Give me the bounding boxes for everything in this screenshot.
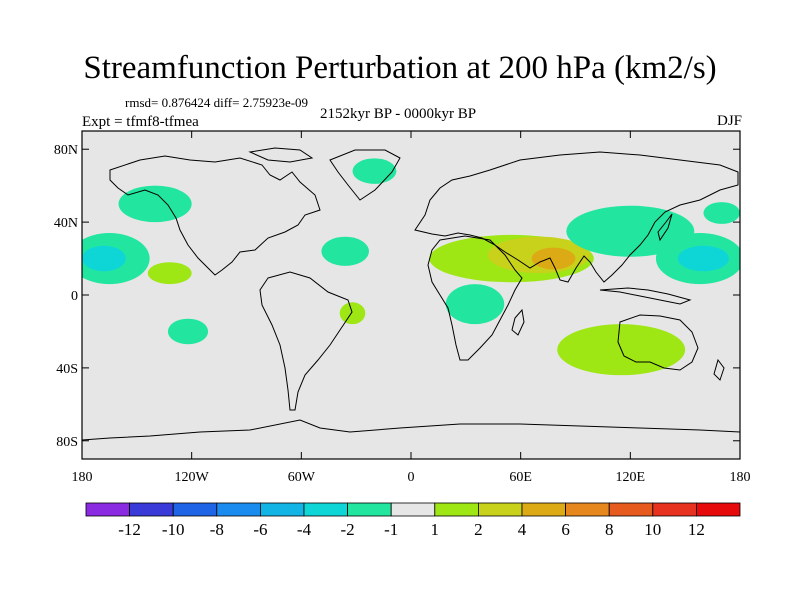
coastline-north-america bbox=[109, 155, 321, 276]
colorbar-swatch bbox=[85, 502, 130, 517]
map-background bbox=[82, 131, 740, 459]
colorbar-swatch bbox=[216, 502, 261, 517]
anomaly-central-pacific-west-core bbox=[82, 245, 126, 272]
colorbar-label: -1 bbox=[384, 520, 398, 539]
season-label: DJF bbox=[716, 113, 742, 129]
colorbar: -12 -10 -8 -6 -4 -2 -1 1 2 4 6 8 10 12 bbox=[85, 502, 741, 539]
anomaly-north-pacific-dateline bbox=[703, 202, 740, 224]
lon-tick-label: 180 bbox=[730, 470, 751, 485]
coastline-japan bbox=[657, 213, 673, 242]
coastline-arctic-islands bbox=[248, 147, 314, 163]
colorbar-swatch bbox=[521, 502, 566, 517]
axis-ticks: 80N 40N 0 40S 80S 180 120W 60W 0 60E 120E 180 bbox=[54, 131, 751, 485]
colorbar-swatch bbox=[172, 502, 218, 517]
lat-tick-label: 0 bbox=[71, 289, 78, 304]
anomaly-north-pacific bbox=[118, 185, 192, 223]
lat-tick-label: 40N bbox=[54, 216, 78, 231]
colorbar-swatch bbox=[434, 502, 479, 517]
anomaly-south-atlantic bbox=[339, 302, 366, 325]
colorbar-label: -12 bbox=[118, 520, 141, 539]
colorbar-label: -8 bbox=[210, 520, 224, 539]
anomaly-india-core bbox=[531, 247, 576, 270]
coastline-south-america bbox=[259, 271, 353, 411]
colorbar-swatch bbox=[565, 502, 610, 517]
lon-tick-label: 60E bbox=[509, 470, 532, 485]
colorbar-swatch bbox=[390, 502, 436, 517]
anomaly-eurasia-north-pacific bbox=[566, 205, 695, 257]
colorbar-label: 2 bbox=[474, 520, 483, 539]
coastline-greenland bbox=[329, 149, 401, 201]
colorbar-swatch bbox=[696, 502, 741, 517]
lon-tick-label: 180 bbox=[72, 470, 93, 485]
lat-tick-label: 80S bbox=[56, 435, 78, 450]
colorbar-label: -10 bbox=[162, 520, 185, 539]
colorbar-label: 1 bbox=[431, 520, 440, 539]
coastline-eurasia bbox=[414, 151, 739, 283]
chart-title: Streamfunction Perturbation at 200 hPa (… bbox=[83, 50, 717, 86]
colorbar-swatch bbox=[652, 502, 697, 517]
colorbar-label: -6 bbox=[253, 520, 267, 539]
colorbar-swatch bbox=[608, 502, 654, 517]
colorbar-swatch bbox=[303, 502, 348, 517]
coastline-australia bbox=[617, 314, 699, 371]
anomaly-western-pacific-core bbox=[677, 245, 730, 272]
lon-tick-label: 60W bbox=[288, 470, 316, 485]
anomaly-east-africa bbox=[445, 284, 505, 325]
colorbar-swatch bbox=[129, 502, 174, 517]
colorbar-swatch bbox=[347, 502, 392, 517]
colorbar-swatch bbox=[477, 502, 523, 517]
colorbar-label: 6 bbox=[561, 520, 570, 539]
experiment-label: Expt = tfmf8-tfmea bbox=[82, 114, 199, 130]
anomaly-south-pacific bbox=[167, 318, 209, 345]
colorbar-label: 12 bbox=[688, 520, 705, 539]
colorbar-label: 8 bbox=[605, 520, 614, 539]
colorbar-label: -4 bbox=[297, 520, 312, 539]
coastline-antarctica bbox=[82, 419, 740, 441]
coastline-madagascar bbox=[511, 308, 525, 336]
lon-tick-label: 120E bbox=[616, 470, 646, 485]
lon-tick-label: 120W bbox=[175, 470, 210, 485]
anomaly-tropical-pacific bbox=[147, 262, 192, 285]
rmsd-stats: rmsd= 0.876424 diff= 2.75923e-09 bbox=[125, 95, 309, 110]
coastlines bbox=[82, 147, 740, 441]
colorbar-label: 4 bbox=[518, 520, 527, 539]
coastline-africa bbox=[427, 235, 523, 361]
coastline-new-zealand bbox=[713, 358, 725, 381]
colorbar-label: 10 bbox=[644, 520, 661, 539]
coastline-indonesia bbox=[599, 287, 692, 305]
lat-tick-label: 40S bbox=[56, 362, 78, 377]
anomaly-greenland bbox=[352, 158, 397, 184]
anomaly-tropical-atlantic bbox=[321, 236, 369, 266]
colorbar-swatch bbox=[259, 502, 305, 517]
lat-tick-label: 80N bbox=[54, 143, 78, 158]
lon-tick-label: 0 bbox=[408, 470, 415, 485]
period-label: 2152kyr BP - 0000kyr BP bbox=[320, 106, 477, 122]
colorbar-label: -2 bbox=[341, 520, 355, 539]
